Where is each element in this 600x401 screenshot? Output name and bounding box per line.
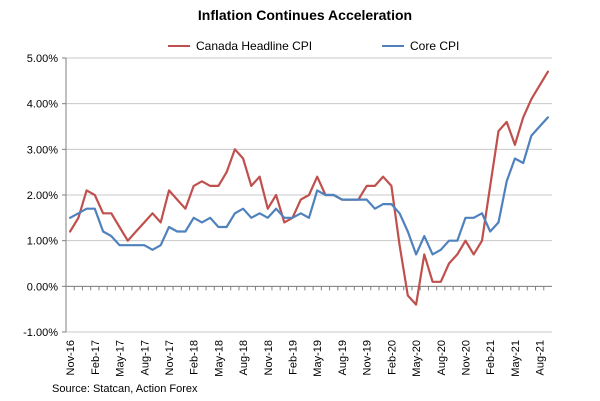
y-tick-label: -1.00% — [23, 327, 58, 339]
x-tick-label: Feb-17 — [90, 340, 102, 375]
x-tick-label: Nov-16 — [65, 340, 77, 375]
x-tick-label: Feb-19 — [288, 340, 300, 375]
x-tick-label: Aug-17 — [139, 340, 151, 375]
x-tick-label: May-21 — [510, 340, 522, 377]
x-axis: Nov-16 Feb-17 May-17 Aug-17 Nov-17 Feb-18 May-… — [65, 285, 552, 377]
y-tick-label: 4.00% — [27, 99, 58, 111]
x-tick-label: Nov-20 — [461, 340, 473, 375]
series-lines — [68, 70, 550, 306]
x-tick-label: Nov-17 — [164, 340, 176, 375]
x-tick-label: Feb-20 — [386, 340, 398, 375]
legend-label-headline-cpi: Canada Headline CPI — [196, 39, 312, 53]
x-tick-label: Aug-21 — [535, 340, 547, 375]
legend-label-core-cpi: Core CPI — [410, 39, 459, 53]
x-tick-label: Feb-18 — [189, 340, 201, 375]
y-tick-label: 1.00% — [27, 236, 58, 248]
x-tick-label: May-18 — [213, 340, 225, 377]
x-tick-label: May-17 — [115, 340, 127, 377]
x-tick-label: Feb-21 — [485, 340, 497, 375]
y-tick-label: 5.00% — [27, 53, 58, 65]
x-tick-label: May-20 — [411, 340, 423, 377]
x-tick-label: Aug-19 — [337, 340, 349, 375]
x-tick-label: Aug-18 — [238, 340, 250, 375]
chart-title: Inflation Continues Acceleration — [198, 7, 412, 23]
y-tick-label: 0.00% — [27, 281, 58, 293]
legend: Canada Headline CPI Core CPI — [168, 39, 459, 53]
x-tick-label: May-19 — [312, 340, 324, 377]
series-line-core-cpi — [68, 116, 550, 256]
y-tick-label: 2.00% — [27, 190, 58, 202]
source-note: Source: Statcan, Action Forex — [52, 383, 198, 395]
x-tick-label: Nov-18 — [263, 340, 275, 375]
y-axis-ticks: 5.00% 4.00% 3.00% 2.00% 1.00% 0.00% -1.00% — [23, 53, 66, 339]
x-tick-label: Nov-19 — [362, 340, 374, 375]
y-tick-label: 3.00% — [27, 144, 58, 156]
series-line-headline-cpi — [68, 70, 550, 306]
x-tick-label: Aug-20 — [436, 340, 448, 375]
